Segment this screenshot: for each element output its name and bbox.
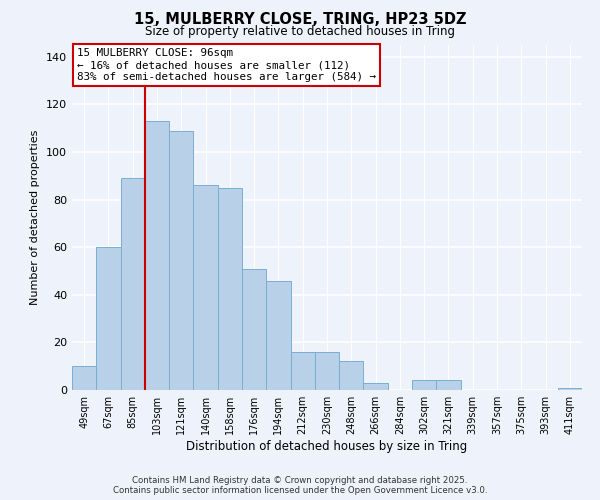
Text: Size of property relative to detached houses in Tring: Size of property relative to detached ho… xyxy=(145,25,455,38)
Bar xyxy=(193,186,218,390)
Bar xyxy=(242,268,266,390)
Bar xyxy=(558,388,582,390)
Bar xyxy=(218,188,242,390)
Y-axis label: Number of detached properties: Number of detached properties xyxy=(31,130,40,305)
Text: 15 MULBERRY CLOSE: 96sqm
← 16% of detached houses are smaller (112)
83% of semi-: 15 MULBERRY CLOSE: 96sqm ← 16% of detach… xyxy=(77,48,376,82)
Bar xyxy=(72,366,96,390)
Bar xyxy=(339,362,364,390)
Bar xyxy=(266,280,290,390)
Bar xyxy=(412,380,436,390)
Bar xyxy=(121,178,145,390)
Bar xyxy=(290,352,315,390)
Bar xyxy=(96,247,121,390)
Bar xyxy=(169,130,193,390)
X-axis label: Distribution of detached houses by size in Tring: Distribution of detached houses by size … xyxy=(187,440,467,453)
Bar xyxy=(436,380,461,390)
Bar xyxy=(315,352,339,390)
Bar xyxy=(145,121,169,390)
Bar xyxy=(364,383,388,390)
Text: 15, MULBERRY CLOSE, TRING, HP23 5DZ: 15, MULBERRY CLOSE, TRING, HP23 5DZ xyxy=(134,12,466,28)
Text: Contains HM Land Registry data © Crown copyright and database right 2025.
Contai: Contains HM Land Registry data © Crown c… xyxy=(113,476,487,495)
